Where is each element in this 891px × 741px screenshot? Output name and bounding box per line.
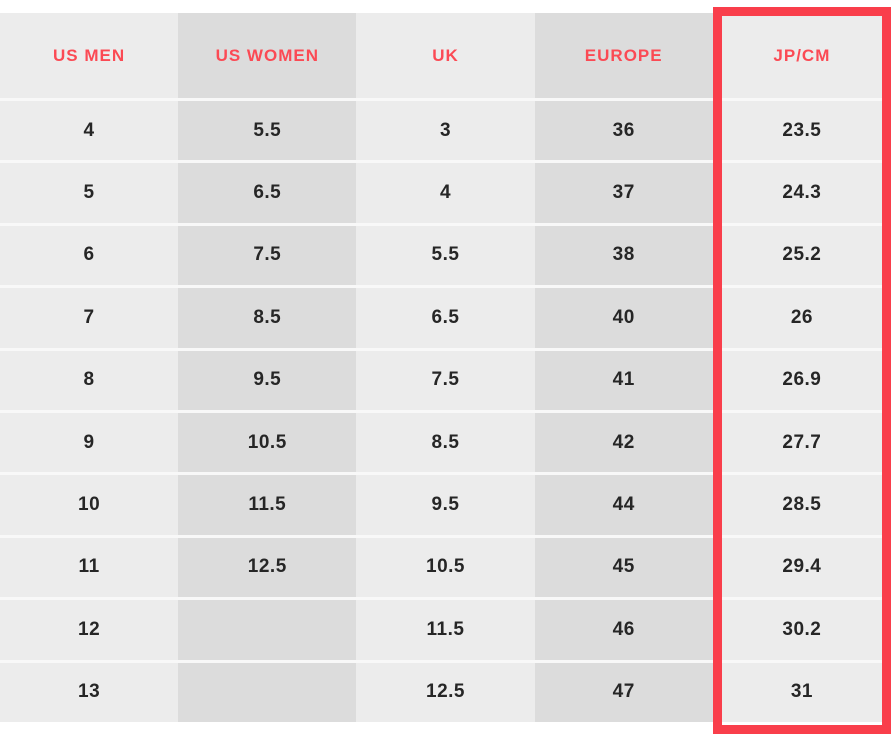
table-cell-r10-us-men: 13	[0, 659, 179, 722]
table-cell-r5-jp-cm: 26.9	[712, 347, 891, 410]
table-cell-r2-uk: 4	[356, 160, 535, 223]
column-header-us-men: US MEN	[0, 13, 179, 98]
table-cell-r4-europe: 40	[534, 285, 713, 348]
column-header-uk: UK	[356, 13, 535, 98]
table-cell-r2-europe: 37	[534, 160, 713, 223]
column-header-jp-cm: JP/CM	[712, 13, 891, 98]
table-cell-r7-europe: 44	[534, 472, 713, 535]
table-cell-r4-uk: 6.5	[356, 285, 535, 348]
size-conversion-table: US MEN US WOMEN UK EUROPE JP/CM 4 5.5 3 36 23.5 5 6…	[0, 13, 891, 722]
table-cell-r10-us-women	[178, 659, 357, 722]
table-cell-r2-us-women: 6.5	[178, 160, 357, 223]
table-cell-r7-uk: 9.5	[356, 472, 535, 535]
table-cell-r4-us-men: 7	[0, 285, 179, 348]
table-cell-r6-jp-cm: 27.7	[712, 409, 891, 473]
table-cell-r6-us-men: 9	[0, 409, 179, 473]
column-header-us-women: US WOMEN	[178, 13, 357, 98]
table-cell-r1-jp-cm: 23.5	[712, 98, 891, 161]
table-cell-r8-jp-cm: 29.4	[712, 534, 891, 598]
table-cell-r3-us-men: 6	[0, 222, 179, 286]
table-cell-r6-us-women: 10.5	[178, 409, 357, 473]
table-cell-r9-us-women	[178, 597, 357, 660]
table-cell-r8-uk: 10.5	[356, 534, 535, 598]
table-cell-r1-uk: 3	[356, 98, 535, 161]
table-cell-r9-us-men: 12	[0, 597, 179, 660]
table-cell-r5-europe: 41	[534, 347, 713, 410]
table-cell-r2-us-men: 5	[0, 160, 179, 223]
table-cell-r7-us-men: 10	[0, 472, 179, 535]
table-cell-r10-uk: 12.5	[356, 659, 535, 722]
table-cell-r9-europe: 46	[534, 597, 713, 660]
table-cell-r8-us-men: 11	[0, 534, 179, 598]
table-cell-r1-europe: 36	[534, 98, 713, 161]
table-cell-r1-us-women: 5.5	[178, 98, 357, 161]
table-cell-r3-jp-cm: 25.2	[712, 222, 891, 286]
table-cell-r8-europe: 45	[534, 534, 713, 598]
table-cell-r6-europe: 42	[534, 409, 713, 473]
table-cell-r9-uk: 11.5	[356, 597, 535, 660]
table-cell-r5-us-men: 8	[0, 347, 179, 410]
table-cell-r10-europe: 47	[534, 659, 713, 722]
table-cell-r5-uk: 7.5	[356, 347, 535, 410]
table-cell-r7-us-women: 11.5	[178, 472, 357, 535]
table-cell-r9-jp-cm: 30.2	[712, 597, 891, 660]
table-cell-r8-us-women: 12.5	[178, 534, 357, 598]
table-cell-r4-us-women: 8.5	[178, 285, 357, 348]
table-cell-r3-uk: 5.5	[356, 222, 535, 286]
table-cell-r1-us-men: 4	[0, 98, 179, 161]
table-cell-r7-jp-cm: 28.5	[712, 472, 891, 535]
table-cell-r2-jp-cm: 24.3	[712, 160, 891, 223]
table-cell-r10-jp-cm: 31	[712, 659, 891, 722]
table-cell-r4-jp-cm: 26	[712, 285, 891, 348]
table-cell-r6-uk: 8.5	[356, 409, 535, 473]
table-cell-r5-us-women: 9.5	[178, 347, 357, 410]
column-header-europe: EUROPE	[534, 13, 713, 98]
table-cell-r3-us-women: 7.5	[178, 222, 357, 286]
table-cell-r3-europe: 38	[534, 222, 713, 286]
